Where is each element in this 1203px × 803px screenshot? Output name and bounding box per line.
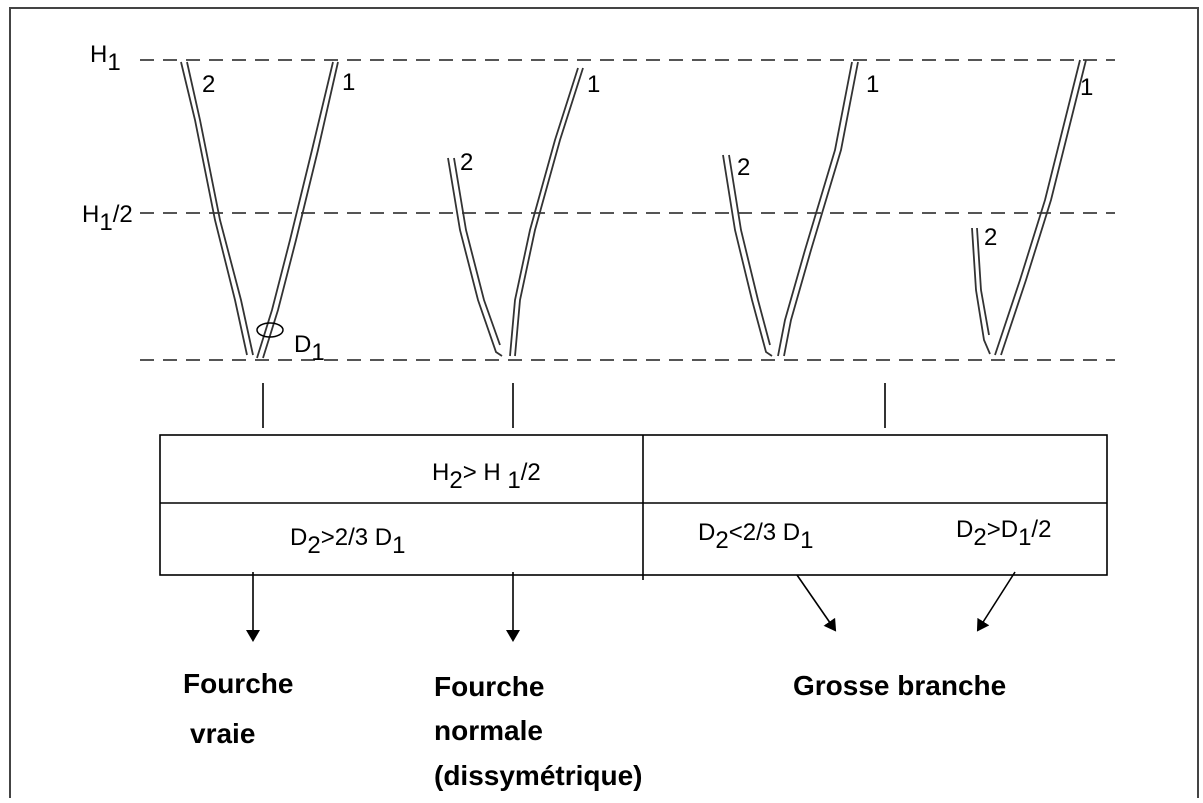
label-text: H — [82, 201, 99, 228]
outcome-label: Grosse branche — [793, 670, 1006, 701]
subscript: 1 — [99, 209, 112, 236]
label-text: D — [294, 331, 311, 358]
label-text: D — [956, 516, 973, 543]
label-text: D — [698, 519, 715, 546]
table-cell: D2>2/3 D1 — [290, 524, 405, 559]
fork — [971, 59, 1087, 356]
outcome-label: Fourche — [183, 668, 293, 699]
table-cell: D2<2/3 D1 — [698, 519, 813, 554]
label-text: <2/3 D — [729, 519, 800, 546]
subscript: 1 — [107, 49, 120, 76]
fork — [180, 61, 339, 359]
outcome-label: (dissymétrique) — [434, 760, 643, 791]
label-d1: D1 — [294, 331, 325, 366]
label-text: D — [290, 524, 307, 551]
arrow — [976, 571, 1016, 632]
subscript: 2 — [715, 527, 728, 554]
table-cell: H2> H 1/2 — [432, 459, 541, 494]
branch-label: 1 — [866, 71, 879, 98]
branch-label: 2 — [202, 71, 215, 98]
label-text: /2 — [1031, 516, 1051, 543]
arrow — [796, 574, 837, 632]
criteria-table — [159, 434, 1108, 576]
fork — [447, 67, 584, 357]
label-text: /2 — [521, 459, 541, 486]
outcome-label: vraie — [190, 718, 255, 749]
branch-label: 2 — [984, 224, 997, 251]
label-h1: H1 — [90, 41, 121, 76]
subscript: 1 — [1018, 524, 1031, 551]
subscript: 2 — [973, 524, 986, 551]
outcome-label: Fourche — [434, 671, 544, 702]
label-h1-half: H1/2 — [82, 201, 133, 236]
subscript: 1 — [800, 527, 813, 554]
subscript: 2 — [449, 467, 462, 494]
subscript: 2 — [307, 532, 320, 559]
branch-label: 1 — [1080, 74, 1093, 101]
label-text: H — [90, 41, 107, 68]
table-cell: D2>D1/2 — [956, 516, 1051, 551]
frame — [9, 7, 1199, 803]
label-text: /2 — [113, 201, 133, 228]
branch-label: 1 — [587, 71, 600, 98]
label-text: >2/3 D — [321, 524, 392, 551]
label-text: H — [432, 459, 449, 486]
subscript: 1 — [311, 339, 324, 366]
subscript: 1 — [392, 532, 405, 559]
label-text: >D — [987, 516, 1018, 543]
branch-label: 2 — [460, 149, 473, 176]
label-text: > H — [463, 459, 508, 486]
outcome-label: normale — [434, 715, 543, 746]
branch-label: 2 — [737, 154, 750, 181]
subscript: 1 — [507, 467, 520, 494]
branch-label: 1 — [342, 69, 355, 96]
fork — [722, 61, 859, 357]
